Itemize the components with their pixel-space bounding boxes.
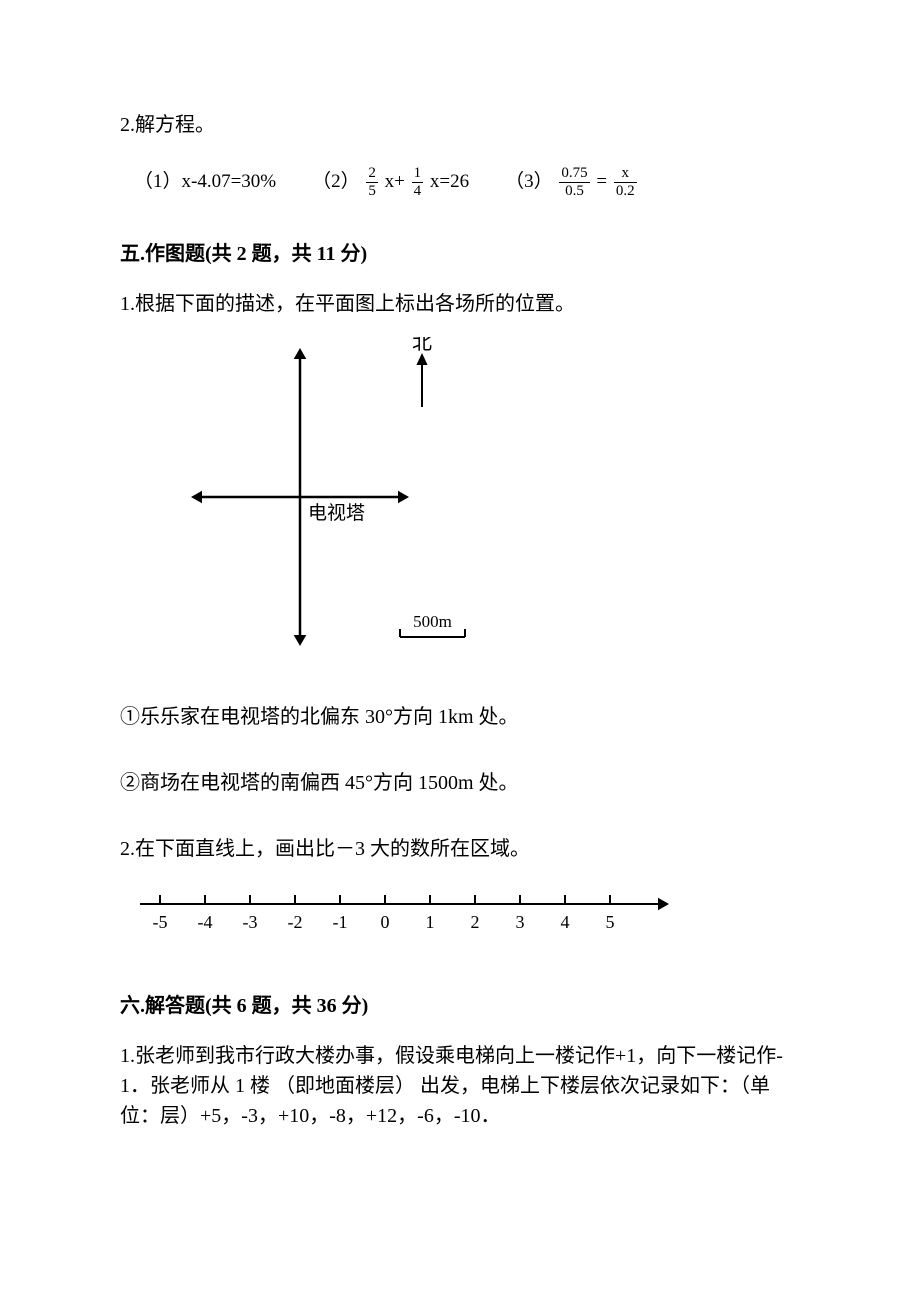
s6-q1-line3: 位：层）+5，-3，+10，-8，+12，-6，-10．	[120, 1101, 800, 1131]
svg-text:4: 4	[561, 912, 570, 932]
fraction-x-02: x 0.2	[614, 166, 637, 199]
svg-text:500m: 500m	[413, 612, 452, 631]
frac-den: 0.2	[614, 183, 637, 199]
section-6-title: 六.解答题(共 6 题，共 36 分)	[120, 991, 800, 1021]
number-line: -5 -4 -3 -2 -1 0 1 2 3 4 5	[120, 882, 800, 951]
s6-q1: 1.张老师到我市行政大楼办事，假设乘电梯向上一楼记作+1，向下一楼记作- 1．张…	[120, 1041, 800, 1131]
svg-text:0: 0	[381, 912, 390, 932]
fraction-2-5: 2 5	[366, 166, 378, 199]
s5-q1-text: 1.根据下面的描述，在平面图上标出各场所的位置。	[120, 289, 800, 319]
svg-text:-1: -1	[333, 912, 348, 932]
svg-text:-3: -3	[243, 912, 258, 932]
s5-q1-sub1: ①乐乐家在电视塔的北偏东 30°方向 1km 处。	[120, 702, 800, 732]
frac-num: 1	[412, 166, 424, 183]
s5-q1-sub2: ②商场在电视塔的南偏西 45°方向 1500m 处。	[120, 768, 800, 798]
equation-1: （1）x-4.07=30%	[134, 168, 276, 197]
svg-text:2: 2	[471, 912, 480, 932]
eq2-mid: x+	[385, 171, 410, 192]
section-5-title: 五.作图题(共 2 题，共 11 分)	[120, 239, 800, 269]
fraction-1-4: 1 4	[412, 166, 424, 199]
eq2-suffix: x=26	[430, 171, 469, 192]
compass-diagram: 电视塔 北 500m	[190, 337, 800, 666]
svg-text:-5: -5	[153, 912, 168, 932]
frac-num: 0.75	[559, 166, 589, 183]
q2-title: 2.解方程。	[120, 110, 800, 140]
svg-text:电视塔: 电视塔	[308, 502, 365, 524]
diagram-svg: 电视塔 北 500m	[190, 337, 500, 657]
equation-3: （3） 0.75 0.5 = x 0.2	[505, 166, 638, 199]
svg-text:3: 3	[516, 912, 525, 932]
s5-q2-text: 2.在下面直线上，画出比－3 大的数所在区域。	[120, 834, 800, 864]
frac-den: 0.5	[559, 183, 589, 199]
eq2-prefix: （2）	[312, 171, 360, 192]
numberline-svg: -5 -4 -3 -2 -1 0 1 2 3 4 5	[120, 882, 680, 942]
svg-text:-2: -2	[288, 912, 303, 932]
svg-text:1: 1	[426, 912, 435, 932]
frac-num: 2	[366, 166, 378, 183]
svg-text:5: 5	[606, 912, 615, 932]
eq3-eq: =	[596, 171, 611, 192]
eq3-prefix: （3）	[505, 171, 553, 192]
equation-row: （1）x-4.07=30% （2） 2 5 x+ 1 4 x=26 （3） 0.…	[134, 166, 800, 199]
page-content: 2.解方程。 （1）x-4.07=30% （2） 2 5 x+ 1 4 x=26…	[0, 0, 920, 1171]
svg-text:-4: -4	[198, 912, 213, 932]
frac-den: 5	[366, 183, 378, 199]
s6-q1-line1: 1.张老师到我市行政大楼办事，假设乘电梯向上一楼记作+1，向下一楼记作-	[120, 1041, 800, 1071]
question-2-solve-equations: 2.解方程。 （1）x-4.07=30% （2） 2 5 x+ 1 4 x=26…	[120, 110, 800, 199]
frac-num: x	[614, 166, 637, 183]
fraction-075-05: 0.75 0.5	[559, 166, 589, 199]
s6-q1-line2: 1．张老师从 1 楼 （即地面楼层） 出发，电梯上下楼层依次记录如下：（单	[120, 1071, 800, 1101]
equation-2: （2） 2 5 x+ 1 4 x=26	[312, 166, 469, 199]
frac-den: 4	[412, 183, 424, 199]
svg-text:北: 北	[412, 337, 432, 354]
